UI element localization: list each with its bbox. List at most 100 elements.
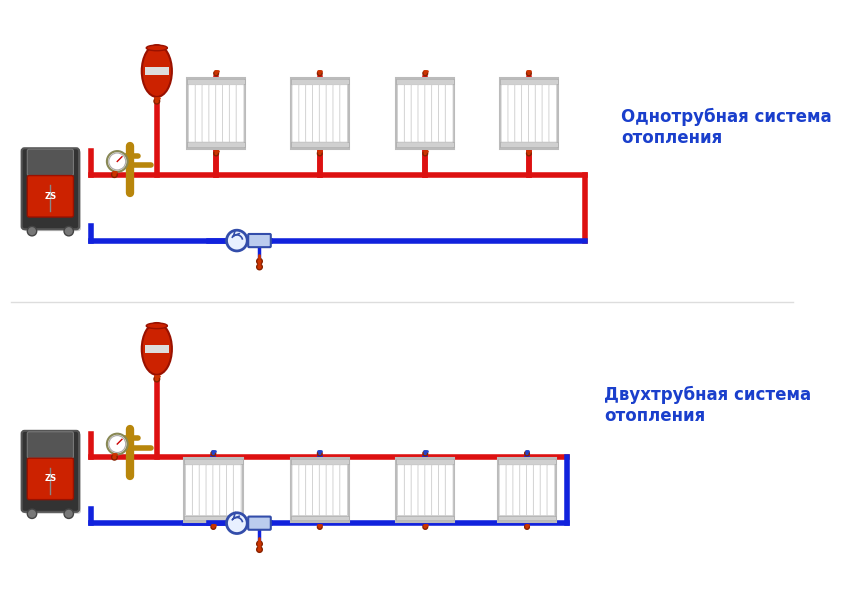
FancyBboxPatch shape	[248, 234, 271, 247]
Circle shape	[64, 226, 74, 236]
FancyBboxPatch shape	[432, 85, 440, 142]
Circle shape	[525, 525, 530, 530]
FancyBboxPatch shape	[312, 464, 320, 516]
FancyBboxPatch shape	[290, 78, 349, 149]
Bar	[290, 459, 349, 464]
Circle shape	[107, 433, 127, 454]
Circle shape	[27, 509, 36, 518]
FancyBboxPatch shape	[23, 433, 81, 514]
Bar	[184, 459, 243, 464]
Bar	[498, 516, 557, 521]
Ellipse shape	[141, 323, 172, 375]
Circle shape	[526, 71, 531, 76]
FancyBboxPatch shape	[411, 464, 419, 516]
FancyBboxPatch shape	[290, 458, 349, 522]
Circle shape	[107, 151, 127, 172]
FancyBboxPatch shape	[547, 464, 555, 516]
FancyBboxPatch shape	[223, 85, 231, 142]
Bar	[396, 516, 454, 521]
FancyBboxPatch shape	[27, 149, 74, 176]
Circle shape	[317, 451, 323, 456]
FancyBboxPatch shape	[326, 85, 334, 142]
Circle shape	[214, 71, 218, 76]
FancyBboxPatch shape	[216, 85, 224, 142]
Bar	[499, 79, 558, 84]
Ellipse shape	[147, 45, 167, 51]
FancyBboxPatch shape	[319, 85, 327, 142]
Circle shape	[154, 99, 160, 104]
Circle shape	[211, 525, 216, 530]
Circle shape	[226, 230, 247, 251]
Circle shape	[526, 151, 531, 156]
Bar	[499, 142, 558, 147]
FancyBboxPatch shape	[326, 464, 334, 516]
FancyBboxPatch shape	[186, 464, 193, 516]
FancyBboxPatch shape	[528, 85, 536, 142]
FancyBboxPatch shape	[396, 78, 454, 149]
Circle shape	[423, 71, 427, 76]
Circle shape	[108, 153, 126, 170]
Circle shape	[211, 451, 216, 456]
Bar	[187, 142, 245, 147]
Circle shape	[108, 436, 126, 453]
Circle shape	[226, 513, 247, 534]
FancyBboxPatch shape	[501, 85, 509, 142]
FancyBboxPatch shape	[340, 464, 348, 516]
Circle shape	[154, 376, 160, 382]
FancyBboxPatch shape	[192, 464, 200, 516]
FancyBboxPatch shape	[418, 85, 426, 142]
FancyBboxPatch shape	[439, 85, 447, 142]
FancyBboxPatch shape	[195, 85, 203, 142]
Circle shape	[257, 264, 263, 270]
FancyBboxPatch shape	[27, 458, 74, 500]
FancyBboxPatch shape	[199, 464, 207, 516]
FancyBboxPatch shape	[404, 85, 412, 142]
Circle shape	[317, 71, 323, 76]
Bar	[290, 142, 349, 147]
FancyBboxPatch shape	[499, 78, 558, 149]
FancyBboxPatch shape	[306, 464, 313, 516]
Circle shape	[27, 226, 36, 236]
FancyBboxPatch shape	[425, 85, 433, 142]
Bar	[498, 459, 557, 464]
Circle shape	[317, 525, 323, 530]
Bar	[396, 79, 454, 84]
FancyBboxPatch shape	[446, 464, 453, 516]
Bar	[290, 516, 349, 521]
FancyBboxPatch shape	[396, 458, 454, 522]
Bar	[290, 79, 349, 84]
FancyBboxPatch shape	[226, 464, 234, 516]
FancyBboxPatch shape	[292, 464, 300, 516]
Bar	[145, 345, 169, 353]
FancyBboxPatch shape	[299, 85, 307, 142]
Text: ZS: ZS	[44, 475, 56, 484]
FancyBboxPatch shape	[333, 464, 341, 516]
FancyBboxPatch shape	[299, 464, 307, 516]
FancyBboxPatch shape	[506, 464, 514, 516]
FancyBboxPatch shape	[526, 464, 534, 516]
FancyBboxPatch shape	[306, 85, 313, 142]
Text: Двухтрубная система
отопления: Двухтрубная система отопления	[604, 386, 812, 425]
Circle shape	[423, 151, 427, 156]
Circle shape	[257, 541, 263, 547]
FancyBboxPatch shape	[533, 464, 541, 516]
FancyBboxPatch shape	[213, 464, 220, 516]
FancyBboxPatch shape	[22, 431, 79, 512]
Text: ZS: ZS	[44, 192, 56, 201]
Circle shape	[112, 172, 117, 177]
Bar	[396, 142, 454, 147]
Circle shape	[214, 151, 218, 156]
Circle shape	[423, 451, 427, 456]
FancyBboxPatch shape	[27, 176, 74, 217]
FancyBboxPatch shape	[432, 464, 440, 516]
FancyBboxPatch shape	[233, 464, 241, 516]
FancyBboxPatch shape	[397, 85, 405, 142]
Bar	[145, 67, 169, 75]
Bar	[184, 516, 243, 521]
FancyBboxPatch shape	[535, 85, 543, 142]
FancyBboxPatch shape	[498, 458, 557, 522]
FancyBboxPatch shape	[549, 85, 557, 142]
FancyBboxPatch shape	[340, 85, 348, 142]
FancyBboxPatch shape	[397, 464, 405, 516]
FancyBboxPatch shape	[292, 85, 300, 142]
